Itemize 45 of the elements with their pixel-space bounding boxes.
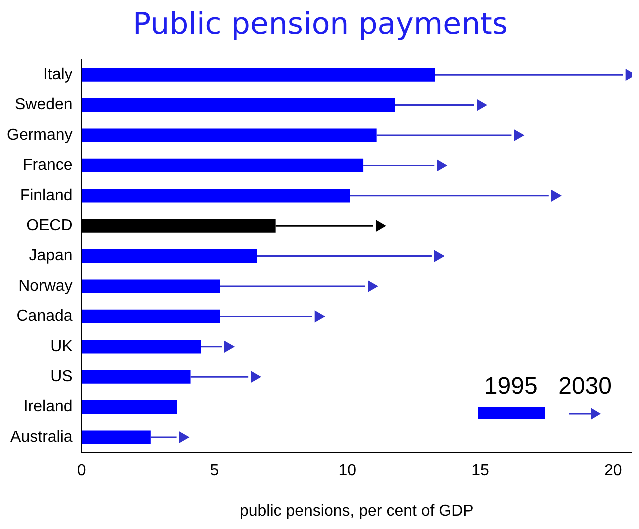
y-tick-label: Japan — [29, 248, 73, 265]
point — [251, 371, 262, 383]
point — [434, 250, 444, 262]
bar — [82, 400, 178, 414]
x-tick-label: 10 — [338, 462, 357, 480]
y-tick-label: Finland — [20, 187, 73, 204]
bar — [82, 158, 364, 172]
bar — [82, 98, 396, 112]
bar — [82, 189, 350, 203]
y-tick-label: UK — [50, 338, 74, 356]
x-tick-label: 20 — [604, 462, 622, 480]
text: 1995 — [484, 372, 538, 401]
x-tick-label: 15 — [472, 462, 490, 480]
point — [514, 130, 524, 142]
bar — [82, 128, 377, 142]
y-tick-label: Germany — [7, 126, 73, 144]
y-tick-label: Italy — [43, 66, 73, 84]
chart-title: Public pension payments — [133, 6, 508, 42]
point — [551, 190, 562, 202]
y-tick-label: US — [50, 368, 73, 386]
y-tick-label: Canada — [16, 308, 73, 326]
point — [376, 220, 386, 232]
point — [437, 160, 448, 172]
bar — [82, 310, 220, 324]
bar — [82, 250, 258, 264]
bar — [82, 340, 202, 354]
point — [224, 341, 234, 353]
x-axis-title: public pensions, per cent of GDP — [240, 502, 474, 520]
y-tick-label: Sweden — [14, 96, 73, 114]
x-tick-label: 5 — [210, 462, 220, 480]
y-tick-label: Australia — [10, 428, 73, 446]
point — [368, 280, 378, 292]
bar — [82, 68, 436, 82]
point — [179, 432, 190, 444]
y-tick-label: Norway — [18, 278, 73, 295]
bar — [82, 280, 220, 294]
text: 2030 — [558, 372, 612, 401]
x-tick-label: 0 — [77, 462, 86, 480]
point — [476, 100, 487, 111]
bar — [82, 370, 191, 384]
y-tick-label: OECD — [26, 218, 73, 235]
bar — [82, 430, 151, 444]
y-tick-label: Ireland — [24, 398, 73, 416]
point — [314, 311, 325, 322]
y-tick-label: France — [23, 157, 73, 174]
